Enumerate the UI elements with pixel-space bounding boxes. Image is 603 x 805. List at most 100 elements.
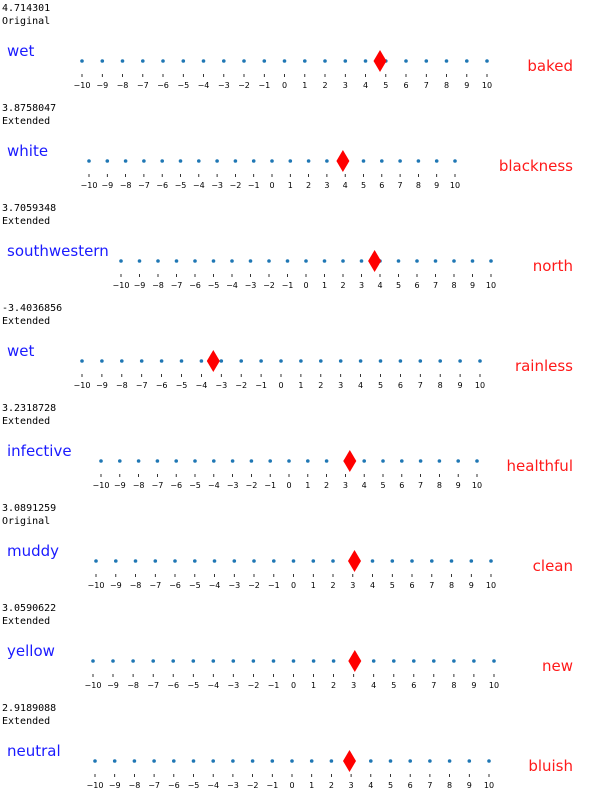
- axis-dot: [392, 659, 396, 663]
- value-marker: [373, 50, 387, 72]
- axis-dot: [123, 159, 128, 163]
- tick-label: −7: [152, 481, 164, 490]
- tick-label: −9: [134, 281, 146, 290]
- axis-dot: [197, 159, 201, 163]
- chart-panel: 3.2318728 Extended infective healthful −10 −9…: [0, 400, 603, 500]
- chart-panel: 2.9189088 Extended neutral bluish −10 −9 −8 −7−…: [0, 700, 603, 800]
- axis-dot: [404, 59, 408, 63]
- axis-dot: [193, 559, 197, 563]
- tick-label: 6: [379, 181, 384, 190]
- tick-label: 4: [358, 381, 363, 390]
- tick-label: 10: [472, 481, 482, 490]
- tick-label: −4: [226, 281, 238, 290]
- status-label: Extended: [2, 716, 51, 727]
- axis-dot: [449, 559, 454, 563]
- tick-label: 9: [469, 581, 474, 590]
- left-word-label: southwestern: [7, 242, 109, 260]
- tick-label: 7: [424, 81, 429, 90]
- tick-label: −6: [156, 181, 168, 190]
- tick-label: −7: [138, 181, 150, 190]
- axis-dot: [492, 659, 496, 663]
- axis-dot: [212, 459, 216, 463]
- tick-label: 1: [288, 181, 293, 190]
- axis-dot: [152, 759, 156, 763]
- tick-label: 1: [322, 281, 327, 290]
- tick-label: −10: [87, 781, 104, 790]
- tick-label: −10: [81, 181, 98, 190]
- axis-dot: [489, 259, 493, 263]
- axis-dot: [120, 59, 125, 63]
- tick-label: −4: [208, 481, 220, 490]
- axis-dot: [489, 559, 493, 563]
- tick-label: 9: [464, 81, 469, 90]
- tick-label: 9: [456, 481, 461, 490]
- axis-dot: [91, 659, 95, 663]
- tick-label: 6: [414, 281, 419, 290]
- axis-dot: [172, 759, 176, 763]
- tick-label: −10: [113, 281, 130, 290]
- score-value: -3.4036856: [2, 303, 63, 314]
- number-line-axis: −10 −9 −8 −7 −6 −5 −4 −3 −2 −1 0 1 2 3 4 5 6 7 8 9 10: [74, 50, 492, 90]
- axis-dot: [361, 159, 366, 163]
- axis-dot: [415, 259, 419, 263]
- tick-label: 4: [362, 481, 367, 490]
- tick-label: 6: [409, 581, 414, 590]
- axis-dot: [270, 159, 274, 163]
- tick-label: −2: [248, 581, 260, 590]
- tick-label: −10: [93, 481, 110, 490]
- tick-label: 0: [286, 481, 291, 490]
- axis-dot: [156, 259, 160, 263]
- tick-label: −6: [167, 681, 179, 690]
- tick-label: 7: [427, 781, 432, 790]
- axis-dot: [201, 59, 206, 63]
- axis-dot: [230, 459, 235, 463]
- axis-dot: [191, 659, 196, 663]
- tick-label: −5: [208, 281, 220, 290]
- tick-label: 2: [324, 481, 329, 490]
- axis-dot: [470, 259, 475, 263]
- axis-dot: [174, 259, 179, 263]
- axis-dot: [444, 59, 449, 63]
- tick-label: 6: [403, 81, 408, 90]
- score-value: 3.8758047: [2, 103, 57, 114]
- chart-panel: 3.0590622 Extended yellow new −10 −9 −8 −7 −6 −5−…: [0, 600, 603, 700]
- tick-label: 5: [391, 681, 396, 690]
- axis-dot: [173, 559, 177, 563]
- axis-dot: [119, 259, 123, 263]
- axis-dot: [456, 459, 461, 463]
- tick-label: 2: [331, 681, 336, 690]
- tick-label: 7: [398, 181, 403, 190]
- axis-dot: [231, 659, 236, 663]
- tick-label: 2: [340, 281, 345, 290]
- tick-label: 10: [450, 181, 460, 190]
- axis-dot: [212, 559, 217, 563]
- axis-dot: [487, 759, 491, 763]
- axis-dot: [231, 759, 235, 763]
- axis-dot: [288, 159, 293, 163]
- axis-dot: [478, 359, 482, 363]
- tick-label: 10: [482, 81, 492, 90]
- tick-label: −5: [187, 681, 199, 690]
- value-marker: [343, 450, 357, 472]
- tick-label: −1: [268, 581, 280, 590]
- axis-dot: [290, 759, 294, 763]
- axis-dot: [174, 459, 178, 463]
- axis-dot: [341, 259, 345, 263]
- tick-label: 9: [467, 781, 472, 790]
- tick-label: −3: [228, 581, 240, 590]
- axis-dot: [132, 759, 137, 763]
- tick-label: 4: [377, 281, 382, 290]
- axis-dot: [291, 559, 296, 563]
- score-value: 3.0590622: [2, 603, 57, 614]
- tick-label: 7: [418, 381, 423, 390]
- tick-label: 4: [363, 81, 368, 90]
- axis-dot: [248, 259, 253, 263]
- value-marker: [348, 550, 361, 572]
- axis-dot: [303, 59, 307, 63]
- tick-label: 1: [298, 381, 303, 390]
- tick-label: −7: [137, 81, 149, 90]
- tick-label: 6: [411, 681, 416, 690]
- right-word-label: bluish: [528, 757, 573, 775]
- axis-dot: [267, 259, 271, 263]
- axis-dot: [219, 359, 224, 363]
